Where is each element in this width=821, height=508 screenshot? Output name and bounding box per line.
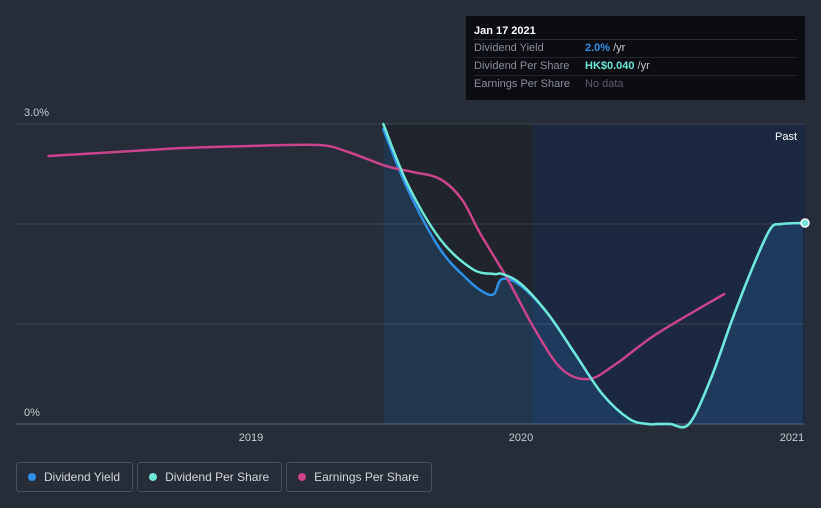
tooltip-value: HK$0.040 — [585, 60, 635, 72]
legend-label: Dividend Yield — [44, 470, 121, 484]
x-tick-label: 2021 — [780, 432, 804, 444]
axis-labels: 3.0% 0% 2019 2020 2021 Past — [24, 107, 804, 444]
tooltip-row-earnings-per-share: Earnings Per Share No data — [474, 76, 797, 93]
dividend-end-marker[interactable] — [800, 218, 810, 228]
x-tick-label: 2020 — [509, 432, 533, 444]
legend-label: Earnings Per Share — [314, 470, 419, 484]
series-lines — [47, 122, 805, 429]
legend-dot-icon — [28, 473, 36, 481]
y-tick-label-min: 0% — [24, 407, 40, 419]
tooltip-no-data: No data — [585, 78, 624, 90]
tooltip: Jan 17 2021 Dividend Yield 2.0% /yr Divi… — [466, 16, 805, 100]
tooltip-label: Dividend Yield — [474, 42, 544, 54]
past-label: Past — [775, 131, 797, 143]
tooltip-unit: /yr — [637, 60, 650, 72]
legend-item-dividend-per-share[interactable]: Dividend Per Share — [137, 462, 283, 492]
past-shaded-band — [383, 124, 533, 424]
dividend-per-share-line — [382, 122, 805, 429]
tooltip-label: Dividend Per Share — [474, 60, 570, 72]
tooltip-row-dividend-yield: Dividend Yield 2.0% /yr — [474, 40, 797, 58]
legend-item-earnings-per-share[interactable]: Earnings Per Share — [286, 462, 432, 492]
legend-dot-icon — [149, 473, 158, 481]
tooltip-row-dividend-per-share: Dividend Per Share HK$0.040 /yr — [474, 58, 797, 76]
y-tick-label-max: 3.0% — [24, 107, 49, 119]
dividend-area-fill — [383, 129, 803, 428]
legend: Dividend Yield Dividend Per Share Earnin… — [16, 462, 436, 492]
recent-shaded-band — [533, 124, 805, 424]
tooltip-unit: /yr — [613, 42, 626, 54]
tooltip-value: 2.0% — [585, 42, 611, 54]
legend-item-dividend-yield[interactable]: Dividend Yield — [16, 462, 134, 492]
tooltip-date: Jan 17 2021 — [474, 23, 797, 40]
tooltip-label: Earnings Per Share — [474, 78, 570, 90]
x-tick-label: 2019 — [239, 432, 263, 444]
legend-dot-icon — [298, 473, 307, 481]
legend-label: Dividend Per Share — [165, 470, 270, 484]
